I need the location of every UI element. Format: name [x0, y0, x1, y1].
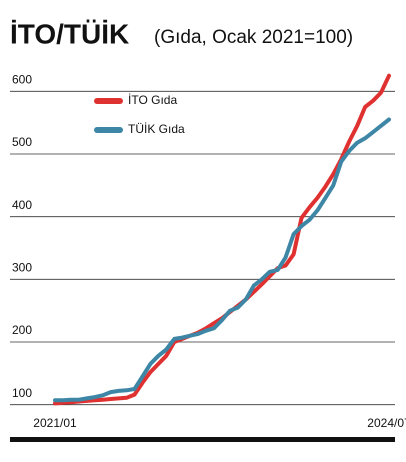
chart-subtitle: (Gıda, Ocak 2021=100) [154, 27, 353, 48]
series-line [53, 117, 391, 403]
chart-title: İTO/TÜİK [10, 18, 129, 49]
x-tick-label: 2024/07 [367, 416, 406, 430]
y-tick-label: 500 [12, 135, 32, 149]
legend-label: İTO Gıda [128, 93, 177, 107]
y-tick-label: 400 [12, 198, 32, 212]
x-tick-label: 2021/01 [33, 416, 77, 430]
y-tick-label: 600 [12, 73, 32, 87]
y-tick-label: 200 [12, 323, 32, 337]
y-tick-label: 300 [12, 261, 32, 275]
series-line [53, 73, 391, 406]
y-tick-label: 100 [12, 386, 32, 400]
axis-bar [10, 437, 395, 442]
legend-label: TÜİK Gıda [128, 122, 185, 136]
